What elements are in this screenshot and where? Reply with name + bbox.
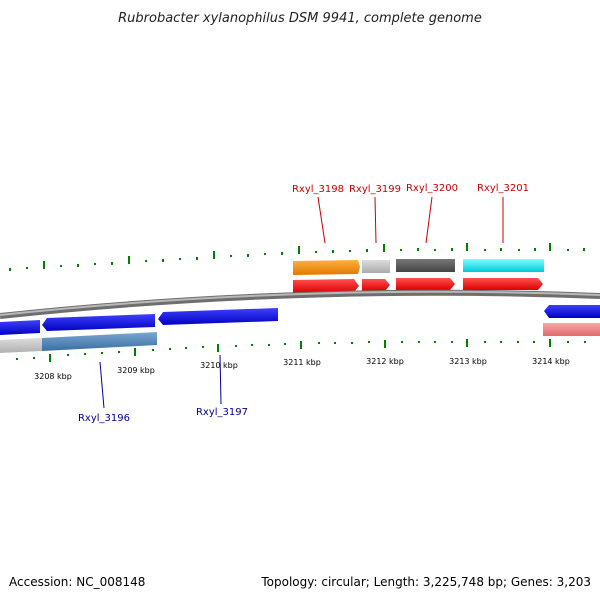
gene-label-rxyl-3198: Rxyl_3198 <box>292 184 344 195</box>
tick-dot <box>230 255 232 257</box>
tick-dot <box>67 354 69 356</box>
tick-dot <box>145 260 147 262</box>
genome-summary-text: Topology: circular; Length: 3,225,748 bp… <box>260 575 591 589</box>
label-leader-line <box>374 196 377 244</box>
kbp-label: 3213 kbp <box>449 357 487 366</box>
label-leader-line <box>219 354 222 405</box>
genome-backbone-highlight <box>0 290 600 316</box>
lower-gene-row-2 <box>0 323 600 353</box>
tick-dot <box>518 249 520 251</box>
lower-gene-row-1 <box>0 305 600 335</box>
gene-red <box>293 279 359 293</box>
upper-gene-row-1 <box>293 259 544 275</box>
tick-dot <box>434 341 436 343</box>
tick-dot <box>179 258 181 260</box>
tick-dot <box>26 267 28 269</box>
tick-dot <box>202 346 204 348</box>
tick-dot <box>484 341 486 343</box>
tick-dot <box>94 263 96 265</box>
label-leader-line <box>425 196 433 244</box>
tick-dot <box>567 249 569 251</box>
tick-dot <box>284 343 286 345</box>
map-title: Rubrobacter xylanophilus DSM 9941, compl… <box>118 11 482 26</box>
tick-dot <box>264 253 266 255</box>
tick-dot <box>185 347 187 349</box>
gene-red <box>362 279 390 291</box>
tick-dot <box>16 358 18 360</box>
kbp-label: 3212 kbp <box>366 357 404 366</box>
gene-light-gray <box>0 338 42 353</box>
tick-dot <box>517 341 519 343</box>
tick-dot <box>251 344 253 346</box>
gene-red <box>463 278 543 290</box>
kbp-label: 3211 kbp <box>283 358 321 367</box>
tick-dot <box>418 341 420 343</box>
genome-backbone <box>0 289 600 319</box>
tick-dot <box>235 345 237 347</box>
tick-dot <box>318 342 320 344</box>
tick-dot <box>351 342 353 344</box>
gene-salmon <box>543 323 600 336</box>
gene-label-rxyl-3201: Rxyl_3201 <box>477 183 529 194</box>
gene-blue <box>0 320 40 335</box>
gene-blue <box>544 305 600 318</box>
gene-label-rxyl-3200: Rxyl_3200 <box>406 183 458 194</box>
tick-dot <box>101 352 103 354</box>
tick-dot <box>169 348 171 350</box>
tick-dot <box>567 341 569 343</box>
tick-dot <box>60 265 62 267</box>
gene-light-gray <box>362 260 390 273</box>
gene-blue <box>42 314 155 331</box>
kbp-labels: 3208 kbp 3209 kbp 3210 kbp 3211 kbp 3212… <box>34 357 570 381</box>
tick-dot <box>315 251 317 253</box>
gene-orange <box>293 260 360 275</box>
lower-gene-labels: Rxyl_3196 Rxyl_3197 <box>78 354 248 424</box>
lower-tick-dots <box>16 341 586 360</box>
kbp-label: 3214 kbp <box>532 357 570 366</box>
lower-tick-row <box>49 339 551 362</box>
kbp-label: 3209 kbp <box>117 366 155 375</box>
tick-dot <box>334 342 336 344</box>
tick-dot <box>268 344 270 346</box>
tick-dot <box>484 249 486 251</box>
gene-label-rxyl-3197: Rxyl_3197 <box>196 407 248 418</box>
gene-label-rxyl-3199: Rxyl_3199 <box>349 184 401 195</box>
tick-dot <box>401 341 403 343</box>
tick-dot <box>349 250 351 252</box>
label-leader-line <box>99 361 105 409</box>
tick-dot <box>533 341 535 343</box>
accession-text: Accession: NC_008148 <box>9 575 145 589</box>
gene-steel-blue <box>42 332 157 351</box>
upper-gene-labels: Rxyl_3198 Rxyl_3199 Rxyl_3200 Rxyl_3201 <box>292 183 529 244</box>
tick-dot <box>84 353 86 355</box>
kbp-label: 3210 kbp <box>200 361 238 370</box>
upper-tick-row <box>9 243 585 271</box>
gene-dark-gray <box>396 259 455 272</box>
gene-blue <box>158 308 278 325</box>
upper-gene-row-2 <box>293 278 543 293</box>
label-leader-line <box>317 196 326 244</box>
tick-dot <box>152 349 154 351</box>
tick-dot <box>400 249 402 251</box>
kbp-label: 3208 kbp <box>34 372 72 381</box>
tick-dot <box>434 249 436 251</box>
tick-dot <box>500 341 502 343</box>
tick-dot <box>451 341 453 343</box>
tick-dot <box>118 351 120 353</box>
tick-dot <box>584 341 586 343</box>
gene-red <box>396 278 455 290</box>
gene-label-rxyl-3196: Rxyl_3196 <box>78 413 130 424</box>
tick-dot <box>368 341 370 343</box>
gene-cyan <box>463 259 544 272</box>
tick-dot <box>33 357 35 359</box>
upper-tick-dots <box>26 249 569 269</box>
